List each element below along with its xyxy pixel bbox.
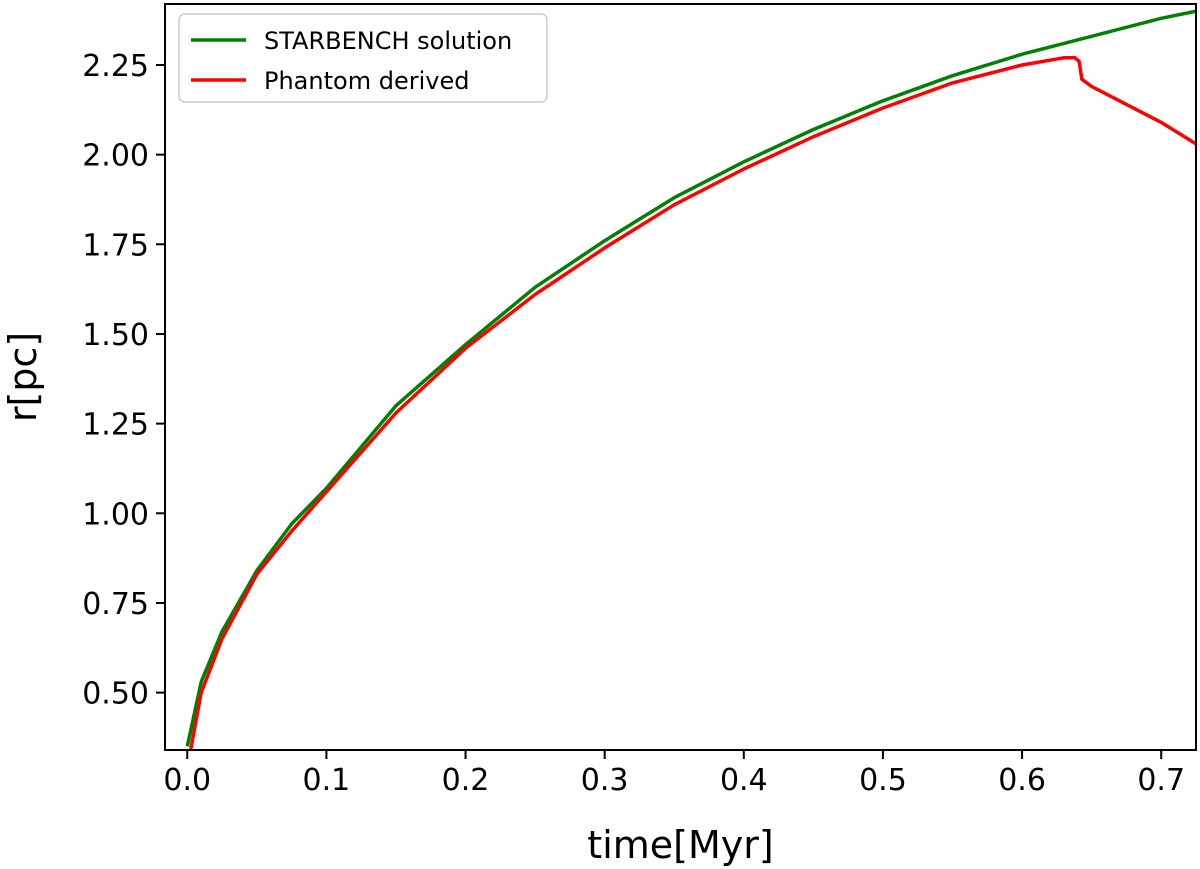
y-tick-label: 1.75: [82, 228, 149, 263]
axis-ticks: 0.0 0.1 0.2 0.3 0.4 0.5 0.6 0.7 0.50 0.75 1.00 1.25…: [82, 49, 1185, 798]
series-line-starbench: [185, 9, 1196, 747]
y-tick-label: 1.25: [82, 408, 149, 443]
y-tick-label: 1.50: [82, 318, 149, 353]
x-tick-label: 0.1: [303, 763, 351, 798]
x-tick-label: 0.4: [720, 763, 768, 798]
series-line-phantom: [188, 56, 1196, 750]
x-tick-label: 0.0: [163, 763, 211, 798]
legend-entry-label: Phantom derived: [264, 67, 469, 95]
legend-box: [178, 13, 548, 103]
x-tick-label: 0.2: [442, 763, 490, 798]
x-tick-label: 0.6: [998, 763, 1046, 798]
y-tick-label: 0.50: [82, 677, 149, 712]
series-layer: [185, 9, 1196, 750]
x-tick-label: 0.3: [581, 763, 629, 798]
y-tick-label: 1.00: [82, 497, 149, 532]
legend: STARBENCH solution Phantom derived: [178, 13, 548, 103]
y-tick-label: 2.25: [82, 49, 149, 84]
legend-entry-label: STARBENCH solution: [264, 27, 512, 55]
x-tick-label: 0.7: [1137, 763, 1185, 798]
x-axis-label: time[Myr]: [587, 823, 773, 867]
x-tick-label: 0.5: [859, 763, 907, 798]
y-axis-label: r[pc]: [1, 332, 45, 422]
y-tick-label: 0.75: [82, 587, 149, 622]
y-tick-label: 2.00: [82, 139, 149, 174]
plot-area-frame: [164, 3, 1197, 751]
